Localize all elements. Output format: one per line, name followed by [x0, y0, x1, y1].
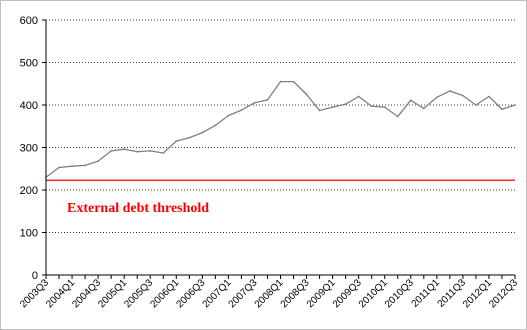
- data-point: [292, 80, 295, 83]
- data-point: [475, 104, 477, 106]
- x-tick-label: 2012Q3: [487, 277, 520, 310]
- data-point: [435, 96, 438, 99]
- data-point: [71, 165, 73, 168]
- series-line: [45, 80, 516, 178]
- x-axis-ticks: 2003Q32004Q12004Q32005Q12005Q32006Q12006…: [18, 275, 520, 310]
- data-point: [357, 95, 360, 98]
- data-point: [188, 136, 191, 139]
- data-point: [488, 95, 490, 98]
- data-point: [97, 160, 100, 163]
- data-point: [461, 94, 464, 97]
- data-point: [514, 104, 516, 106]
- data-point: [162, 152, 165, 154]
- data-point: [149, 150, 152, 152]
- data-point: [110, 150, 113, 152]
- data-point: [409, 99, 412, 102]
- data-point: [383, 106, 386, 109]
- data-point: [253, 101, 256, 104]
- data-point: [214, 124, 217, 127]
- y-tick-label: 500: [20, 58, 38, 70]
- data-point: [84, 164, 86, 167]
- threshold-group: External debt threshold: [46, 179, 515, 216]
- series-group: [45, 80, 516, 179]
- y-axis-ticks: 0 100 200 300 400 500 600: [20, 15, 46, 282]
- y-tick-label: 600: [20, 15, 38, 27]
- data-point: [305, 93, 308, 96]
- data-point: [422, 107, 425, 110]
- data-point: [240, 109, 243, 111]
- data-point: [58, 166, 60, 169]
- axes: [45, 20, 515, 276]
- data-point: [370, 105, 373, 108]
- data-point: [396, 115, 399, 118]
- data-point: [227, 114, 230, 117]
- y-tick-label: 200: [20, 185, 38, 197]
- gridlines: [46, 19, 515, 233]
- x-tick-label: 2010Q3: [383, 277, 416, 310]
- y-tick-label: 400: [20, 100, 38, 112]
- data-point: [344, 103, 347, 106]
- data-point: [318, 109, 321, 112]
- data-point: [201, 131, 204, 134]
- data-point: [266, 99, 269, 101]
- data-point: [448, 90, 451, 92]
- y-tick-label: 0: [32, 270, 38, 282]
- y-tick-label: 100: [20, 228, 38, 240]
- data-point: [279, 80, 282, 83]
- data-point: [136, 150, 139, 153]
- data-point: [123, 148, 126, 151]
- data-point: [501, 108, 503, 111]
- y-tick-label: 300: [20, 143, 38, 155]
- data-point: [175, 140, 178, 143]
- data-point: [331, 106, 334, 109]
- threshold-label: External debt threshold: [67, 201, 209, 216]
